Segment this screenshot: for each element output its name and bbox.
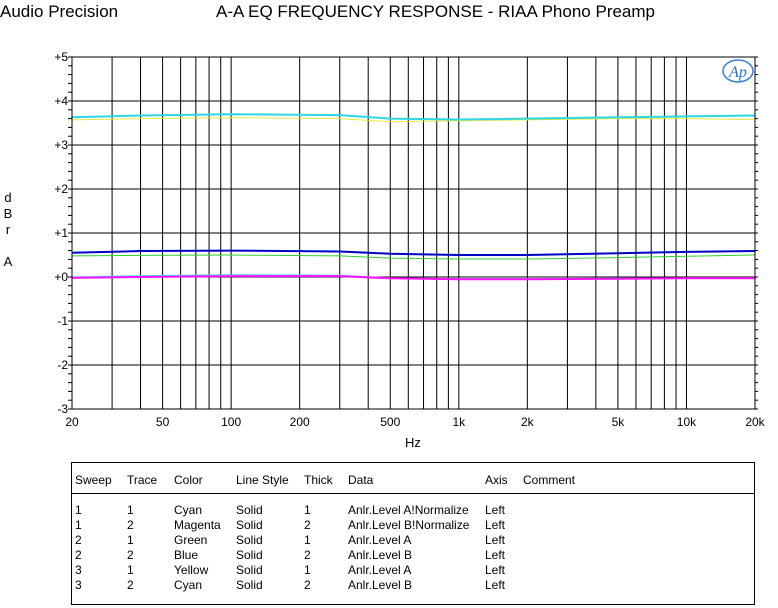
- y-tick-label: +1: [54, 226, 68, 240]
- x-axis-label: Hz: [405, 435, 421, 450]
- legend-cell-sweep: 2: [75, 533, 82, 547]
- legend-row: 1 1 Cyan Solid 1 Anlr.Level A!Normalize Left: [72, 503, 754, 518]
- legend-cell-thick: 2: [304, 518, 311, 532]
- legend-cell-trace: 1: [127, 563, 134, 577]
- legend-header-row: Sweep Trace Color Line Style Thick Data …: [72, 463, 754, 494]
- legend-cell-data: Anlr.Level A: [348, 533, 412, 547]
- legend-cell-trace: 2: [127, 518, 134, 532]
- y-axis-label-char: r: [6, 222, 11, 237]
- legend-row: 3 2 Cyan Solid 2 Anlr.Level B Left: [72, 578, 754, 593]
- legend-header-thick: Thick: [304, 473, 333, 487]
- legend-cell-style: Solid: [236, 563, 263, 577]
- legend-cell-style: Solid: [236, 533, 263, 547]
- legend-cell-trace: 1: [127, 533, 134, 547]
- x-tick-label: 200: [290, 415, 310, 429]
- legend-cell-data: Anlr.Level A: [348, 563, 412, 577]
- x-tick-label: 5k: [612, 415, 626, 429]
- trace-legend-table: Sweep Trace Color Line Style Thick Data …: [71, 462, 755, 605]
- legend-header-sweep: Sweep: [75, 473, 112, 487]
- legend-row: 2 1 Green Solid 1 Anlr.Level A Left: [72, 533, 754, 548]
- ap-logo-text: Ap: [728, 64, 747, 81]
- y-tick-labels: +5 +4 +3 +2 +1 +0 -1 -2 -3: [54, 50, 68, 416]
- x-tick-label: 20k: [745, 415, 765, 429]
- legend-row: 2 2 Blue Solid 2 Anlr.Level B Left: [72, 548, 754, 563]
- y-axis-label-char: B: [4, 206, 13, 221]
- plot-border: [71, 56, 756, 410]
- y-tick-label: -3: [57, 402, 68, 416]
- y-tick-label: -1: [57, 314, 68, 328]
- x-tick-labels: 20 50 100 200 500 1k 2k 5k 10k 20k: [65, 415, 765, 429]
- series-line-1-2: [71, 275, 755, 281]
- legend-cell-data: Anlr.Level A!Normalize: [348, 503, 469, 517]
- legend-cell-color: Magenta: [174, 518, 221, 532]
- series-line-3-1: [71, 117, 756, 123]
- legend-cell-thick: 2: [304, 578, 311, 592]
- legend-cell-style: Solid: [236, 548, 263, 562]
- legend-cell-axis: Left: [485, 533, 506, 547]
- legend-cell-data: Anlr.Level B!Normalize: [348, 518, 470, 532]
- x-tick-label: 1k: [452, 415, 466, 429]
- chart-series: [71, 113, 756, 281]
- legend-cell-style: Solid: [236, 578, 263, 592]
- legend-header-color: Color: [174, 473, 203, 487]
- legend-cell-axis: Left: [485, 578, 506, 592]
- legend-header-data: Data: [348, 473, 374, 487]
- x-tick-label: 100: [221, 415, 241, 429]
- x-tick-label: 500: [380, 415, 400, 429]
- legend-cell-axis: Left: [485, 563, 506, 577]
- legend-cell-color: Blue: [174, 548, 199, 562]
- y-tick-label: +2: [54, 182, 68, 196]
- legend-header-trace: Trace: [127, 473, 158, 487]
- legend-cell-data: Anlr.Level B: [348, 578, 413, 592]
- frequency-response-chart: 20 50 100 200 500 1k 2k 5k 10k 20k +5 +4 +3 +2 +1 +0 -1…: [4, 50, 766, 450]
- x-tick-label: 50: [156, 415, 170, 429]
- legend-row: 1 2 Magenta Solid 2 Anlr.Level B!Normalize Lef…: [72, 518, 754, 533]
- legend-header-style: Line Style: [236, 473, 289, 487]
- chart-grid: [72, 57, 755, 409]
- y-axis-label-char: A: [4, 254, 13, 269]
- x-tick-label: 10k: [677, 415, 697, 429]
- legend-cell-sweep: 3: [75, 578, 82, 592]
- brand-label: Audio Precision: [0, 2, 119, 21]
- series-line-3-2: [71, 113, 756, 121]
- legend-cell-color: Cyan: [174, 578, 203, 592]
- legend-cell-color: Green: [174, 533, 208, 547]
- x-tick-label: 20: [65, 415, 79, 429]
- legend-cell-sweep: 1: [75, 518, 82, 532]
- y-tick-label: -2: [57, 358, 68, 372]
- legend-cell-thick: 2: [304, 548, 311, 562]
- legend-cell-color: Yellow: [174, 563, 209, 577]
- legend-cell-trace: 2: [127, 548, 134, 562]
- legend-cell-axis: Left: [485, 548, 506, 562]
- chart-title: A-A EQ FREQUENCY RESPONSE - RIAA Phono P…: [216, 2, 656, 21]
- legend-cell-thick: 1: [304, 503, 311, 517]
- y-tick-label: +5: [54, 50, 68, 64]
- legend-cell-axis: Left: [485, 503, 506, 517]
- legend-header-comment: Comment: [523, 473, 576, 487]
- legend-cell-trace: 2: [127, 578, 134, 592]
- legend-cell-color: Cyan: [174, 503, 203, 517]
- legend-cell-thick: 1: [304, 533, 311, 547]
- legend-row: 3 1 Yellow Solid 1 Anlr.Level A Left: [72, 563, 754, 578]
- legend-cell-sweep: 2: [75, 548, 82, 562]
- ap-logo: Ap: [722, 59, 754, 83]
- legend-cell-thick: 1: [304, 563, 311, 577]
- legend-header-axis: Axis: [485, 473, 508, 487]
- y-tick-label: +3: [54, 138, 68, 152]
- legend-cell-trace: 1: [127, 503, 134, 517]
- legend-cell-data: Anlr.Level B: [348, 548, 413, 562]
- series-line-2-1: [71, 254, 756, 260]
- ap-logo-ring: [722, 59, 754, 83]
- legend-cell-style: Solid: [236, 503, 263, 517]
- series-line-2-2: [71, 249, 756, 256]
- x-tick-label: 2k: [521, 415, 535, 429]
- y-tick-label: +0: [54, 270, 68, 284]
- legend-cell-style: Solid: [236, 518, 263, 532]
- y-axis-label-char: d: [4, 190, 11, 205]
- y-axis-label: dBr A: [4, 190, 13, 269]
- y-tick-label: +4: [54, 94, 68, 108]
- legend-cell-sweep: 1: [75, 503, 82, 517]
- legend-cell-axis: Left: [485, 518, 506, 532]
- legend-cell-sweep: 3: [75, 563, 82, 577]
